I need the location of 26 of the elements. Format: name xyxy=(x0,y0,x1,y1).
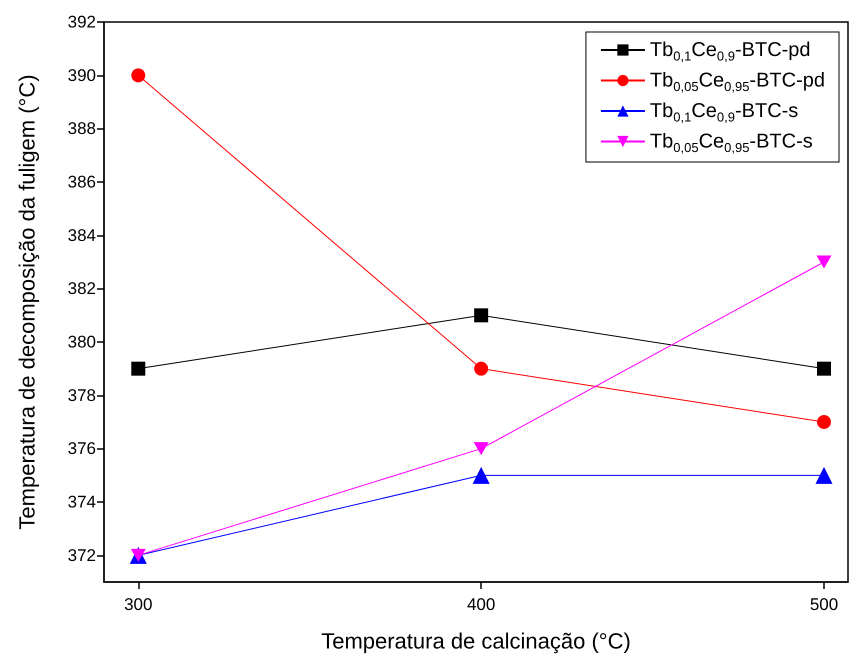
y-tick-label: 374 xyxy=(68,492,96,512)
y-tick-label: 372 xyxy=(68,546,96,565)
point xyxy=(817,415,831,429)
y-tick-label: 388 xyxy=(68,119,96,138)
point xyxy=(816,256,832,268)
point xyxy=(131,362,146,376)
y-tick-label: 382 xyxy=(68,279,96,298)
point xyxy=(816,466,832,484)
point xyxy=(817,362,831,376)
y-tick-label: 390 xyxy=(68,66,96,85)
y-tick-label: 380 xyxy=(68,332,96,352)
point xyxy=(472,466,490,484)
x-axis-title: Temperatura de calcinação (°C) xyxy=(321,628,631,654)
point xyxy=(474,308,488,322)
point xyxy=(474,362,488,376)
x-tick-label: 400 xyxy=(466,595,496,614)
y-tick-label: 384 xyxy=(68,226,96,245)
x-tick-label: 300 xyxy=(124,595,152,614)
y-tick-label: 392 xyxy=(68,12,96,32)
y-tick-label: 376 xyxy=(68,439,96,458)
y-tick-label: 386 xyxy=(68,172,96,192)
y-axis-title: Temperatura de decomposição da fuligem (°C) xyxy=(14,74,40,530)
point xyxy=(474,442,489,456)
y-tick-label: 378 xyxy=(68,386,96,405)
x-tick-label: 500 xyxy=(810,595,838,614)
point xyxy=(131,68,146,82)
